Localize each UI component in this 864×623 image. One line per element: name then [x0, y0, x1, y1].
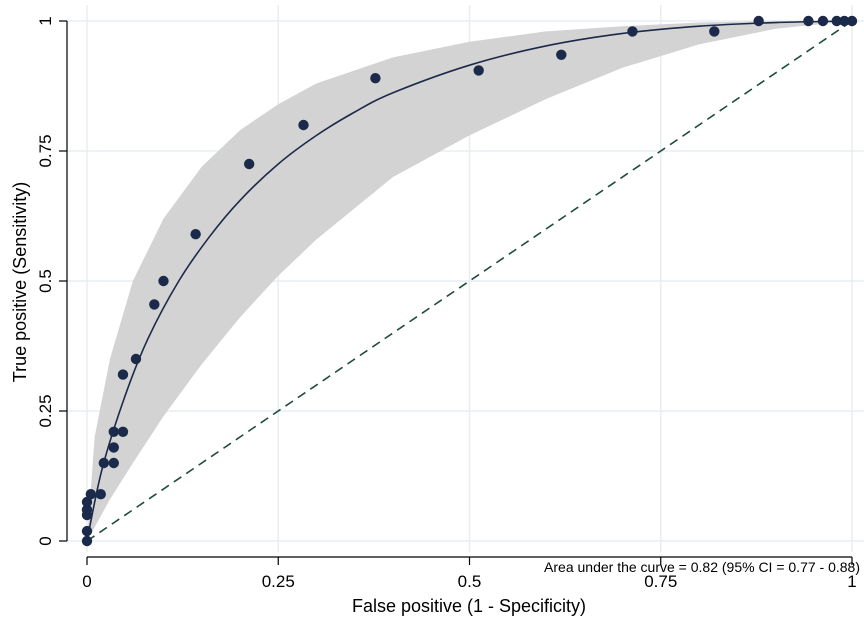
x-tick-label: 1	[847, 572, 856, 591]
x-axis-label: False positive (1 - Specificity)	[352, 596, 586, 616]
y-tick-label: 1	[36, 16, 55, 25]
data-point	[370, 73, 381, 84]
reference-diagonal	[86, 20, 853, 542]
axes	[59, 20, 853, 565]
auc-annotation: Area under the curve = 0.82 (95% CI = 0.…	[544, 559, 860, 575]
data-point	[190, 229, 201, 240]
data-point	[817, 15, 829, 27]
data-point	[81, 535, 93, 547]
data-points	[81, 15, 858, 547]
plot-area	[67, 5, 864, 552]
y-axis-label: True positive (Sensitivity)	[10, 182, 30, 382]
data-point	[117, 426, 129, 437]
data-point	[130, 353, 142, 365]
reference-line	[86, 20, 853, 542]
data-point	[108, 442, 119, 453]
data-point	[95, 489, 106, 500]
data-point	[243, 158, 255, 170]
data-point	[98, 457, 110, 469]
y-tick-label: 0.25	[36, 394, 55, 427]
data-point	[753, 15, 764, 27]
x-tick-label: 0	[82, 572, 91, 591]
data-point	[627, 26, 638, 37]
y-tick-label: 0.75	[36, 134, 55, 167]
x-tick-label: 0.5	[458, 572, 482, 591]
data-point	[831, 15, 842, 27]
data-point	[85, 489, 97, 500]
data-point	[81, 525, 93, 537]
data-point	[709, 26, 720, 37]
data-point	[803, 15, 814, 27]
data-point	[81, 496, 93, 508]
x-tick-label: 0.75	[644, 572, 677, 591]
data-point	[846, 15, 858, 27]
confidence-band	[87, 21, 852, 541]
y-tick-label: 0.5	[36, 269, 55, 293]
data-point	[81, 504, 93, 515]
data-point	[839, 15, 850, 27]
data-point	[473, 65, 484, 76]
data-point	[556, 49, 567, 60]
y-tick-label: 0	[36, 536, 55, 545]
data-point	[158, 275, 169, 287]
tick-labels: 0 0.25 0.5 0.75 1 0 0.25 0.5 0.75 1	[36, 16, 857, 591]
data-point	[108, 457, 119, 469]
data-point	[117, 369, 129, 380]
x-tick-label: 0.25	[262, 572, 295, 591]
data-point	[108, 426, 119, 437]
data-point	[149, 299, 160, 310]
ci-band-area	[87, 21, 852, 541]
data-point	[298, 119, 309, 131]
